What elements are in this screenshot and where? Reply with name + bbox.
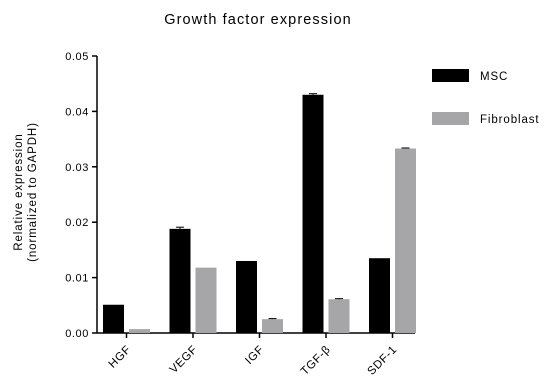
x-tick-label: HGF bbox=[107, 344, 134, 371]
bar-msc bbox=[103, 304, 124, 333]
x-tick-label: VEGF bbox=[168, 344, 200, 376]
y-tick-label: 0.05 bbox=[65, 51, 89, 63]
bar-fibroblast bbox=[328, 299, 350, 333]
legend-swatch-msc bbox=[432, 69, 469, 82]
legend-label-fibroblast: Fibroblast bbox=[480, 114, 540, 126]
y-axis-label-line1: Relative expression bbox=[13, 133, 25, 250]
legend-label-msc: MSC bbox=[480, 71, 508, 83]
bar-msc bbox=[236, 260, 257, 333]
bar-msc bbox=[369, 258, 390, 333]
bar-fibroblast bbox=[262, 319, 283, 333]
bar-fibroblast bbox=[195, 267, 217, 333]
legend: MSC Fibroblast bbox=[432, 69, 540, 126]
y-axis-label-line2: (normalized to GAPDH) bbox=[27, 122, 39, 262]
bar-msc bbox=[302, 94, 324, 333]
x-tick-label: IGF bbox=[243, 344, 266, 367]
y-axis-label: Relative expression (normalized to GAPDH… bbox=[13, 122, 39, 262]
bar-msc bbox=[169, 228, 191, 333]
y-tick-label: 0.04 bbox=[65, 106, 89, 118]
y-tick-label: 0.03 bbox=[65, 162, 89, 174]
legend-swatch-fibroblast bbox=[432, 112, 469, 125]
y-tick-label: 0.00 bbox=[65, 328, 89, 340]
y-tick-label: 0.02 bbox=[65, 217, 89, 229]
x-tick-label: SDF-1 bbox=[366, 344, 400, 378]
bar-fibroblast bbox=[395, 148, 416, 333]
plot-area: 0.00 0.01 0.02 0.03 0.04 0.05 HGF VEGF IGF TGF-β S… bbox=[65, 51, 416, 378]
x-tick-label: TGF-β bbox=[299, 344, 333, 378]
bar-fibroblast bbox=[129, 329, 150, 333]
y-tick-label: 0.01 bbox=[65, 273, 89, 285]
chart-title: Growth factor expression bbox=[164, 12, 352, 28]
